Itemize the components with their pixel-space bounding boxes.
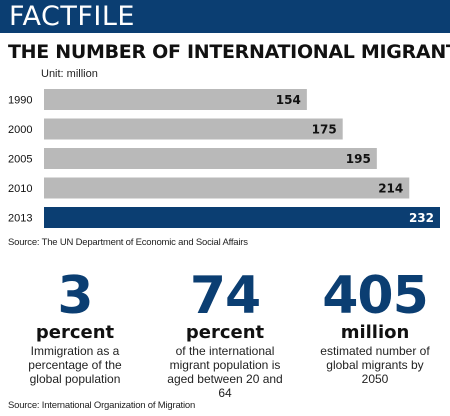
category-label: 2010 (8, 183, 32, 195)
stat-unit: million (340, 322, 410, 343)
header-bar: FACTFILE (0, 0, 450, 33)
stat-block-3: 405 million estimated number of global m… (300, 270, 450, 386)
bar-2000 (44, 118, 343, 140)
stat-description: Immigration as a percentage of the globa… (28, 344, 122, 386)
category-label: 2000 (8, 124, 32, 136)
value-label: 232 (409, 211, 434, 225)
value-label: 214 (378, 182, 403, 196)
bar-2010 (44, 177, 410, 199)
footer-source: Source: International Organization of Mi… (8, 400, 196, 411)
category-label: 1990 (8, 95, 32, 107)
stat-description: of the international migrant population … (167, 344, 283, 400)
unit-label: Unit: million (41, 68, 98, 80)
stat-block-2: 74 percent of the international migrant … (150, 270, 300, 400)
value-label: 154 (276, 93, 301, 107)
header-title: FACTFILE (9, 1, 135, 32)
stat-number: 405 (322, 266, 429, 326)
bar-1990 (44, 89, 307, 110)
stat-block-1: 3 percent Immigration as a percentage of… (0, 270, 150, 386)
value-label: 175 (312, 123, 337, 137)
bar-2005 (44, 148, 377, 169)
stat-description: estimated number of global migrants by 2… (320, 344, 430, 386)
value-label: 195 (346, 152, 371, 166)
chart-source: Source: The UN Department of Economic an… (8, 237, 248, 248)
bar-chart: 1990 154 2000 175 2005 195 2010 214 2013 232 (8, 89, 440, 228)
bar-2013 (44, 207, 440, 228)
category-label: 2013 (8, 213, 32, 225)
stat-number: 3 (57, 266, 93, 326)
stat-unit: percent (185, 322, 265, 343)
stat-unit: percent (35, 322, 115, 343)
stat-number: 74 (189, 266, 261, 326)
chart-title: THE NUMBER OF INTERNATIONAL MIGRANTS (8, 41, 450, 63)
category-label: 2005 (8, 154, 32, 166)
